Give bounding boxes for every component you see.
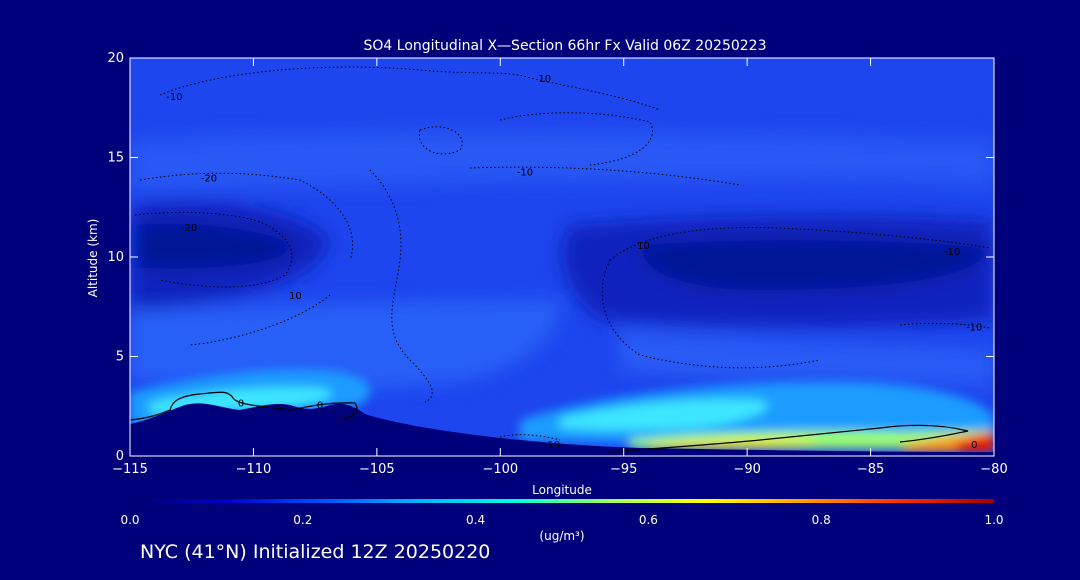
x-tick-label: −105 — [359, 462, 395, 477]
x-tick-label: −85 — [857, 462, 884, 477]
x-tick-label: −95 — [610, 462, 637, 477]
contour-label: -10 — [544, 440, 560, 451]
contour-label: 10 — [637, 241, 650, 252]
y-tick-label: 20 — [107, 51, 124, 66]
contour-line — [139, 172, 354, 261]
contour-label: -20 — [181, 223, 197, 234]
colorbar-tick-label: 0.8 — [812, 513, 831, 527]
contour-lines — [130, 66, 991, 453]
contour-label: -10 — [944, 247, 960, 258]
field-yellow-plume — [650, 439, 820, 449]
colorbar-tick-label: 1.0 — [984, 513, 1003, 527]
x-tick-label: −115 — [112, 462, 148, 477]
contour-label: 10 — [538, 74, 551, 85]
colorbar-tick-label: 0.4 — [466, 513, 485, 527]
contour-line — [134, 211, 293, 288]
y-tick-label: 5 — [116, 350, 124, 365]
field-red-plume — [955, 432, 994, 452]
contour-line — [499, 112, 653, 166]
colorbar-unit-label: (ug/m³) — [539, 529, 584, 543]
contour-line — [499, 434, 561, 441]
x-tick-label: −110 — [236, 462, 272, 477]
colorbar-ticks: 0.0 0.2 0.4 0.6 0.8 1.0 — [120, 513, 1003, 527]
contour-line — [159, 66, 661, 111]
contour-labels: -10 10 -20 -10 -20 10 -10 10 -10 0 0 -10 0 — [166, 74, 982, 451]
concentration-field — [130, 58, 994, 456]
field-lighter-mid-east — [620, 330, 994, 385]
y-tick-label: 15 — [107, 151, 124, 166]
contour-label: 0 — [317, 400, 323, 411]
contour-line-zero-west — [130, 391, 358, 421]
field-darkest-core-west — [135, 223, 300, 269]
field-aqua-east-core — [560, 398, 768, 431]
contour-label: 0 — [971, 440, 977, 451]
forecast-initialization-caption: NYC (41°N) Initialized 12Z 20250220 — [140, 541, 491, 563]
contour-label: -10 — [517, 167, 533, 178]
contour-line — [469, 166, 741, 186]
x-tick-label: −90 — [733, 462, 760, 477]
contour-label: 10 — [289, 291, 302, 302]
contour-line — [609, 227, 991, 261]
terrain-mask — [130, 403, 994, 456]
colorbar-tick-label: 0.2 — [293, 513, 312, 527]
contour-line — [369, 169, 433, 403]
y-axis: 0 5 10 15 20 — [107, 51, 994, 464]
contour-line-zero-east — [609, 424, 969, 453]
field-darkest-core-east — [640, 240, 990, 290]
x-axis: −115 −110 −105 −100 −95 −90 −85 −80 — [112, 58, 1008, 477]
contour-line — [899, 322, 991, 329]
colorbar-tick-label: 0.0 — [120, 513, 139, 527]
colorbar-tick-label: 0.6 — [639, 513, 658, 527]
y-tick-label: 0 — [116, 449, 124, 464]
x-axis-label: Longitude — [532, 483, 592, 497]
field-lighter-band-upper — [130, 130, 994, 190]
field-lighter-mid-band — [130, 300, 560, 390]
contour-label: -20 — [201, 173, 217, 184]
x-tick-label: −80 — [980, 462, 1007, 477]
chart-title: SO4 Longitudinal X—Section 66hr Fx Valid… — [364, 38, 767, 54]
contour-label: 0 — [238, 398, 244, 409]
contour-label: -10 — [966, 323, 982, 334]
contour-label: -10 — [166, 92, 182, 103]
colorbar — [130, 499, 994, 503]
y-tick-label: 10 — [107, 250, 124, 265]
contour-line — [189, 294, 331, 346]
x-tick-label: −100 — [482, 462, 518, 477]
y-axis-label: Altitude (km) — [86, 219, 100, 298]
